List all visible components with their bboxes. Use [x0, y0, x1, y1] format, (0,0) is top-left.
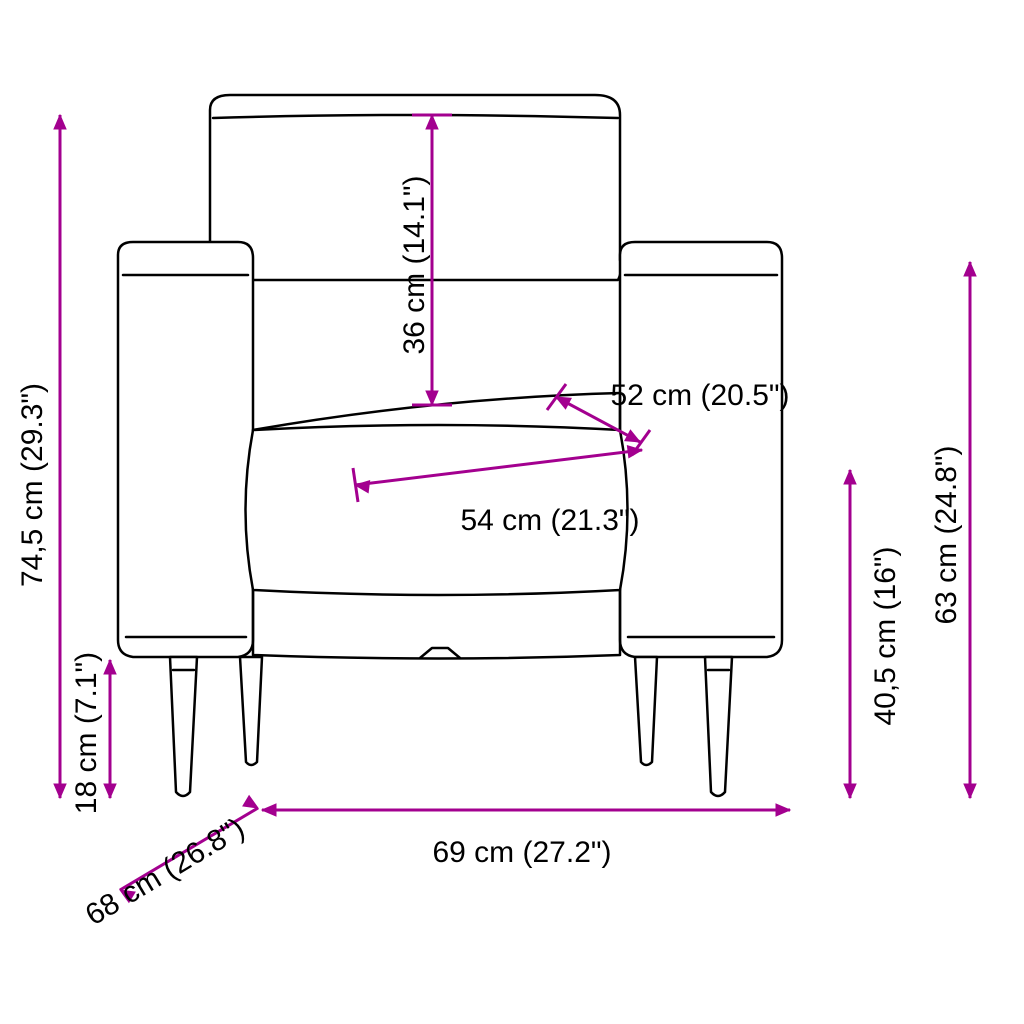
- svg-text:36 cm (14.1"): 36 cm (14.1"): [398, 175, 431, 354]
- svg-text:68 cm (26.8"): 68 cm (26.8"): [80, 812, 250, 933]
- arm-height-in: (24.8"): [930, 445, 963, 534]
- seat-depth-in: (20.5"): [701, 379, 790, 412]
- seat-width-in: (21.3"): [551, 504, 640, 537]
- seat-width-cm: 54 cm: [460, 504, 542, 537]
- leg-height-in: (7.1"): [70, 652, 103, 724]
- svg-text:18 cm (7.1"): 18 cm (7.1"): [70, 652, 103, 814]
- leg-height-cm: 18 cm: [70, 732, 103, 814]
- chair-outline: [118, 95, 782, 796]
- back-height-in: (14.1"): [398, 175, 431, 264]
- seat-depth-cm: 52 cm: [610, 379, 692, 412]
- depth-in: (26.8"): [157, 812, 250, 886]
- seat-height-cm: 40,5 cm: [869, 619, 902, 726]
- arm-height-cm: 63 cm: [930, 543, 963, 625]
- width-cm: 69 cm: [432, 836, 514, 869]
- svg-text:40,5 cm (16"): 40,5 cm (16"): [869, 546, 902, 725]
- svg-text:69 cm (27.2"): 69 cm (27.2"): [432, 836, 611, 869]
- dimension-diagram: 74,5 cm (29.3") 18 cm (7.1") 68 cm (26.8…: [0, 0, 1024, 1024]
- svg-text:74,5 cm (29.3"): 74,5 cm (29.3"): [16, 383, 49, 587]
- back-height-cm: 36 cm: [398, 273, 431, 355]
- svg-text:63 cm (24.8"): 63 cm (24.8"): [930, 445, 963, 624]
- depth-cm: 68 cm: [80, 862, 167, 932]
- total-height-cm: 74,5 cm: [16, 480, 49, 587]
- seat-height-in: (16"): [869, 546, 902, 610]
- svg-text:52 cm (20.5"): 52 cm (20.5"): [610, 379, 789, 412]
- svg-text:54 cm (21.3"): 54 cm (21.3"): [460, 504, 639, 537]
- width-in: (27.2"): [523, 836, 612, 869]
- total-height-in: (29.3"): [16, 383, 49, 472]
